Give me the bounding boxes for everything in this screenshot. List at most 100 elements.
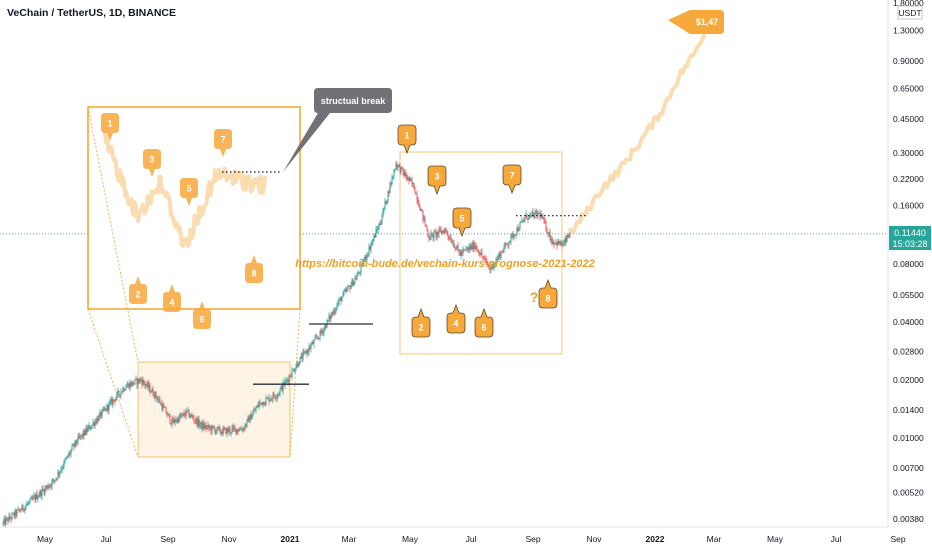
candle <box>415 192 417 195</box>
candle <box>330 312 332 322</box>
candle <box>333 307 335 315</box>
candle <box>276 393 278 403</box>
candle <box>466 245 468 251</box>
candle <box>127 380 129 388</box>
candle <box>340 296 342 306</box>
candle <box>213 424 215 431</box>
candle <box>202 420 204 431</box>
candle <box>401 166 403 170</box>
candle <box>227 425 229 433</box>
candle <box>322 328 324 336</box>
candle <box>10 516 12 523</box>
candle <box>38 491 40 498</box>
candle <box>269 399 271 402</box>
candle <box>325 324 327 330</box>
price-axis[interactable]: 1.80000 1.30000 0.90000 0.65000 0.45000 0.300… <box>893 0 924 524</box>
candle <box>329 314 331 323</box>
candle <box>134 379 136 386</box>
candle <box>207 421 209 430</box>
candle <box>259 399 261 408</box>
candle <box>339 296 341 301</box>
candle <box>385 200 387 205</box>
candle <box>286 376 288 383</box>
candle <box>206 425 208 431</box>
candle <box>5 515 7 526</box>
candle <box>520 220 522 223</box>
fractal-marker-5: 5 <box>180 178 198 206</box>
candle <box>405 170 407 181</box>
candle <box>304 351 306 354</box>
candle <box>237 428 239 435</box>
candle <box>467 247 469 254</box>
candle <box>502 248 504 254</box>
candle <box>430 229 432 241</box>
fractal-marker-label: 4 <box>169 298 174 308</box>
time-axis[interactable]: May Jul Sep Nov 2021 Mar May Jul Sep Nov 2022 Mar Ma… <box>37 534 906 544</box>
candle <box>95 418 97 426</box>
candle <box>252 409 254 417</box>
projection-layer <box>103 18 712 248</box>
candle <box>215 430 217 435</box>
candle <box>135 375 137 381</box>
candle <box>311 340 313 346</box>
candle <box>265 394 267 406</box>
target-price-text: $1,47 <box>696 17 719 27</box>
candle <box>348 285 350 287</box>
last-price-tag[interactable]: 0.11440 15:03:28 <box>889 226 931 250</box>
candle <box>481 248 483 258</box>
candle <box>242 425 244 433</box>
candle <box>456 244 458 252</box>
candle <box>122 385 124 395</box>
candle <box>511 232 513 239</box>
candle <box>60 465 62 473</box>
time-tick-label: May <box>37 534 54 544</box>
candle <box>57 469 59 480</box>
candle <box>450 234 452 243</box>
candle <box>124 388 126 392</box>
candle <box>446 230 448 236</box>
candle <box>168 413 170 418</box>
candle <box>131 381 133 388</box>
candle <box>186 410 188 415</box>
candle <box>13 511 15 519</box>
candle <box>347 284 349 292</box>
candle <box>33 492 35 500</box>
fractal-marker-label: 8 <box>545 294 550 304</box>
connector-right <box>289 308 301 458</box>
candle <box>554 243 556 246</box>
candle <box>161 399 163 412</box>
candle <box>107 404 109 415</box>
candle <box>175 418 177 423</box>
price-tick-label: 0.90000 <box>893 56 924 66</box>
watermark-url[interactable]: https://bitcoin-bude.de/vechain-kurs-pro… <box>295 258 595 270</box>
candle <box>564 236 566 247</box>
candle <box>426 225 428 232</box>
candle <box>459 249 461 256</box>
candle <box>67 454 69 458</box>
fractal-marker-label: 6 <box>199 315 204 325</box>
candle <box>84 429 86 436</box>
candle <box>495 257 497 264</box>
candle <box>444 227 446 234</box>
candle <box>337 299 339 308</box>
candle <box>93 421 95 430</box>
candle <box>506 243 508 245</box>
candle <box>191 412 193 419</box>
fractal-marker-label: 3 <box>149 155 154 165</box>
unit-box <box>897 5 923 20</box>
candle <box>110 396 112 405</box>
candle <box>499 250 501 260</box>
price-tick-label: 0.00520 <box>893 488 924 498</box>
candle <box>377 225 379 234</box>
candle <box>94 418 96 429</box>
candle <box>434 229 436 233</box>
candle <box>558 239 560 245</box>
candle <box>541 213 543 219</box>
candle <box>120 388 122 399</box>
candle <box>43 488 45 496</box>
candle <box>442 229 444 234</box>
candle <box>76 438 78 447</box>
candle <box>553 240 555 249</box>
candle <box>41 485 43 501</box>
